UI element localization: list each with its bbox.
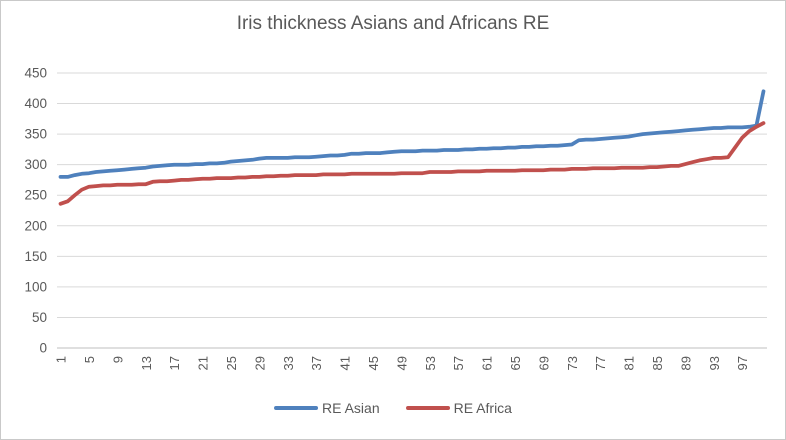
legend-swatch-re-asian bbox=[274, 405, 319, 411]
y-axis-label: 0 bbox=[39, 341, 47, 356]
x-axis-label: 25 bbox=[224, 356, 239, 370]
x-axis-label: 17 bbox=[167, 356, 182, 370]
x-axis-label: 13 bbox=[139, 356, 154, 370]
x-axis-label: 21 bbox=[196, 356, 211, 370]
x-axis-label: 33 bbox=[281, 356, 296, 370]
legend-label-re-asian: RE Asian bbox=[322, 400, 380, 416]
y-axis-label: 400 bbox=[24, 96, 47, 111]
y-axis-label: 150 bbox=[24, 249, 47, 264]
y-axis-label: 450 bbox=[24, 66, 47, 81]
x-axis-label: 89 bbox=[678, 356, 693, 370]
x-axis-label: 69 bbox=[536, 356, 551, 370]
legend-item-re-asian[interactable]: RE Asian bbox=[274, 400, 380, 416]
y-axis-label: 100 bbox=[24, 279, 47, 294]
x-axis-label: 53 bbox=[423, 356, 438, 370]
y-axis-label: 200 bbox=[24, 218, 47, 233]
legend: RE Asian RE Africa bbox=[274, 400, 512, 416]
y-axis-label: 350 bbox=[24, 127, 47, 142]
y-axis-label: 300 bbox=[24, 157, 47, 172]
x-axis-label: 61 bbox=[480, 356, 495, 370]
legend-swatch-re-africa bbox=[405, 405, 450, 411]
x-axis-label: 5 bbox=[82, 356, 97, 363]
x-axis-label: 73 bbox=[565, 356, 580, 370]
x-axis-label: 49 bbox=[394, 356, 409, 370]
series-line-re-africa bbox=[58, 121, 766, 206]
x-axis-label: 65 bbox=[508, 356, 523, 370]
legend-item-re-africa[interactable]: RE Africa bbox=[405, 400, 512, 416]
x-axis-label: 77 bbox=[593, 356, 608, 370]
y-axis-label: 250 bbox=[24, 188, 47, 203]
x-axis-label: 81 bbox=[622, 356, 637, 370]
y-axis-label: 50 bbox=[32, 310, 47, 325]
series-line-re-asian bbox=[58, 89, 766, 179]
x-axis-label: 97 bbox=[735, 356, 750, 370]
x-axis-label: 41 bbox=[338, 356, 353, 370]
x-axis-label: 93 bbox=[707, 356, 722, 370]
chart-title: Iris thickness Asians and Africans RE bbox=[236, 13, 550, 34]
x-axis-label: 57 bbox=[451, 356, 466, 370]
x-axis-label: 37 bbox=[309, 356, 324, 370]
x-axis-label: 29 bbox=[252, 356, 267, 370]
legend-label-re-africa: RE Africa bbox=[453, 400, 512, 416]
x-axis-label: 1 bbox=[54, 356, 69, 363]
x-axis-label: 45 bbox=[366, 356, 381, 370]
x-axis-label: 9 bbox=[110, 356, 125, 363]
x-axis-label: 85 bbox=[650, 356, 665, 370]
